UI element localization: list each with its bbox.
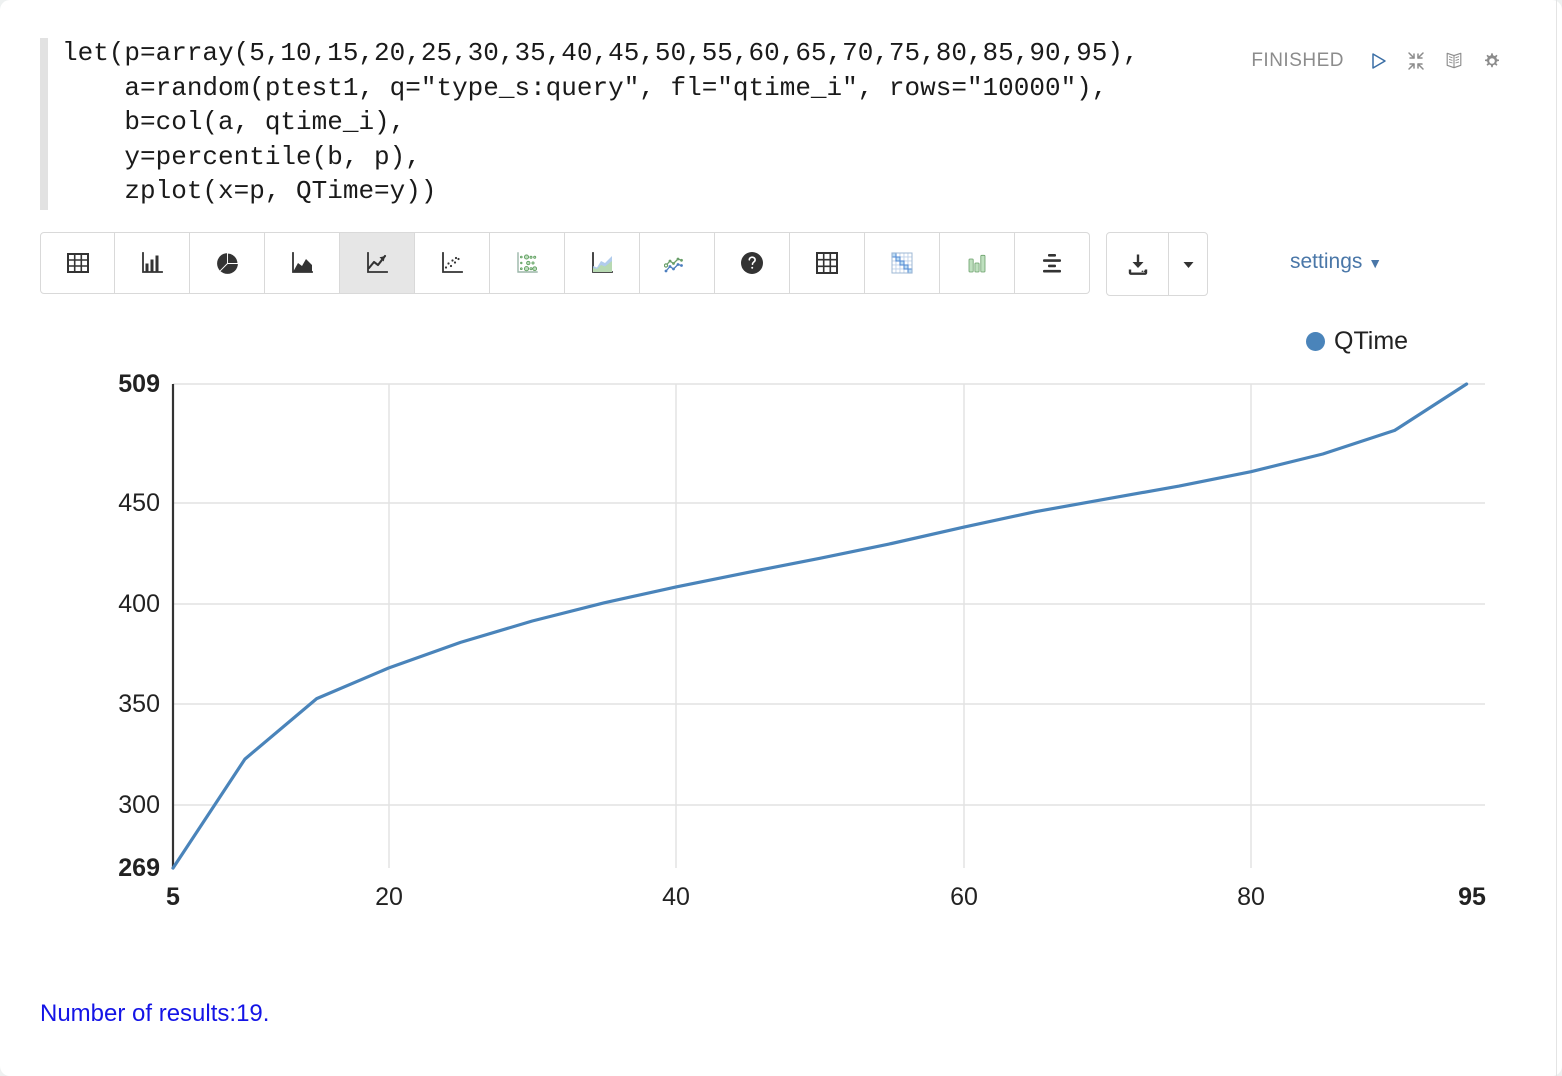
svg-text:269: 269 — [118, 854, 160, 882]
svg-text:60: 60 — [950, 883, 978, 911]
svg-text:5: 5 — [166, 883, 180, 911]
svg-text:300: 300 — [118, 791, 160, 819]
svg-text:400: 400 — [118, 590, 160, 618]
svg-text:450: 450 — [118, 489, 160, 517]
svg-text:40: 40 — [662, 883, 690, 911]
svg-text:509: 509 — [118, 370, 160, 398]
svg-text:80: 80 — [1237, 883, 1265, 911]
svg-text:20: 20 — [375, 883, 403, 911]
svg-text:350: 350 — [118, 690, 160, 718]
svg-text:95: 95 — [1458, 883, 1486, 911]
